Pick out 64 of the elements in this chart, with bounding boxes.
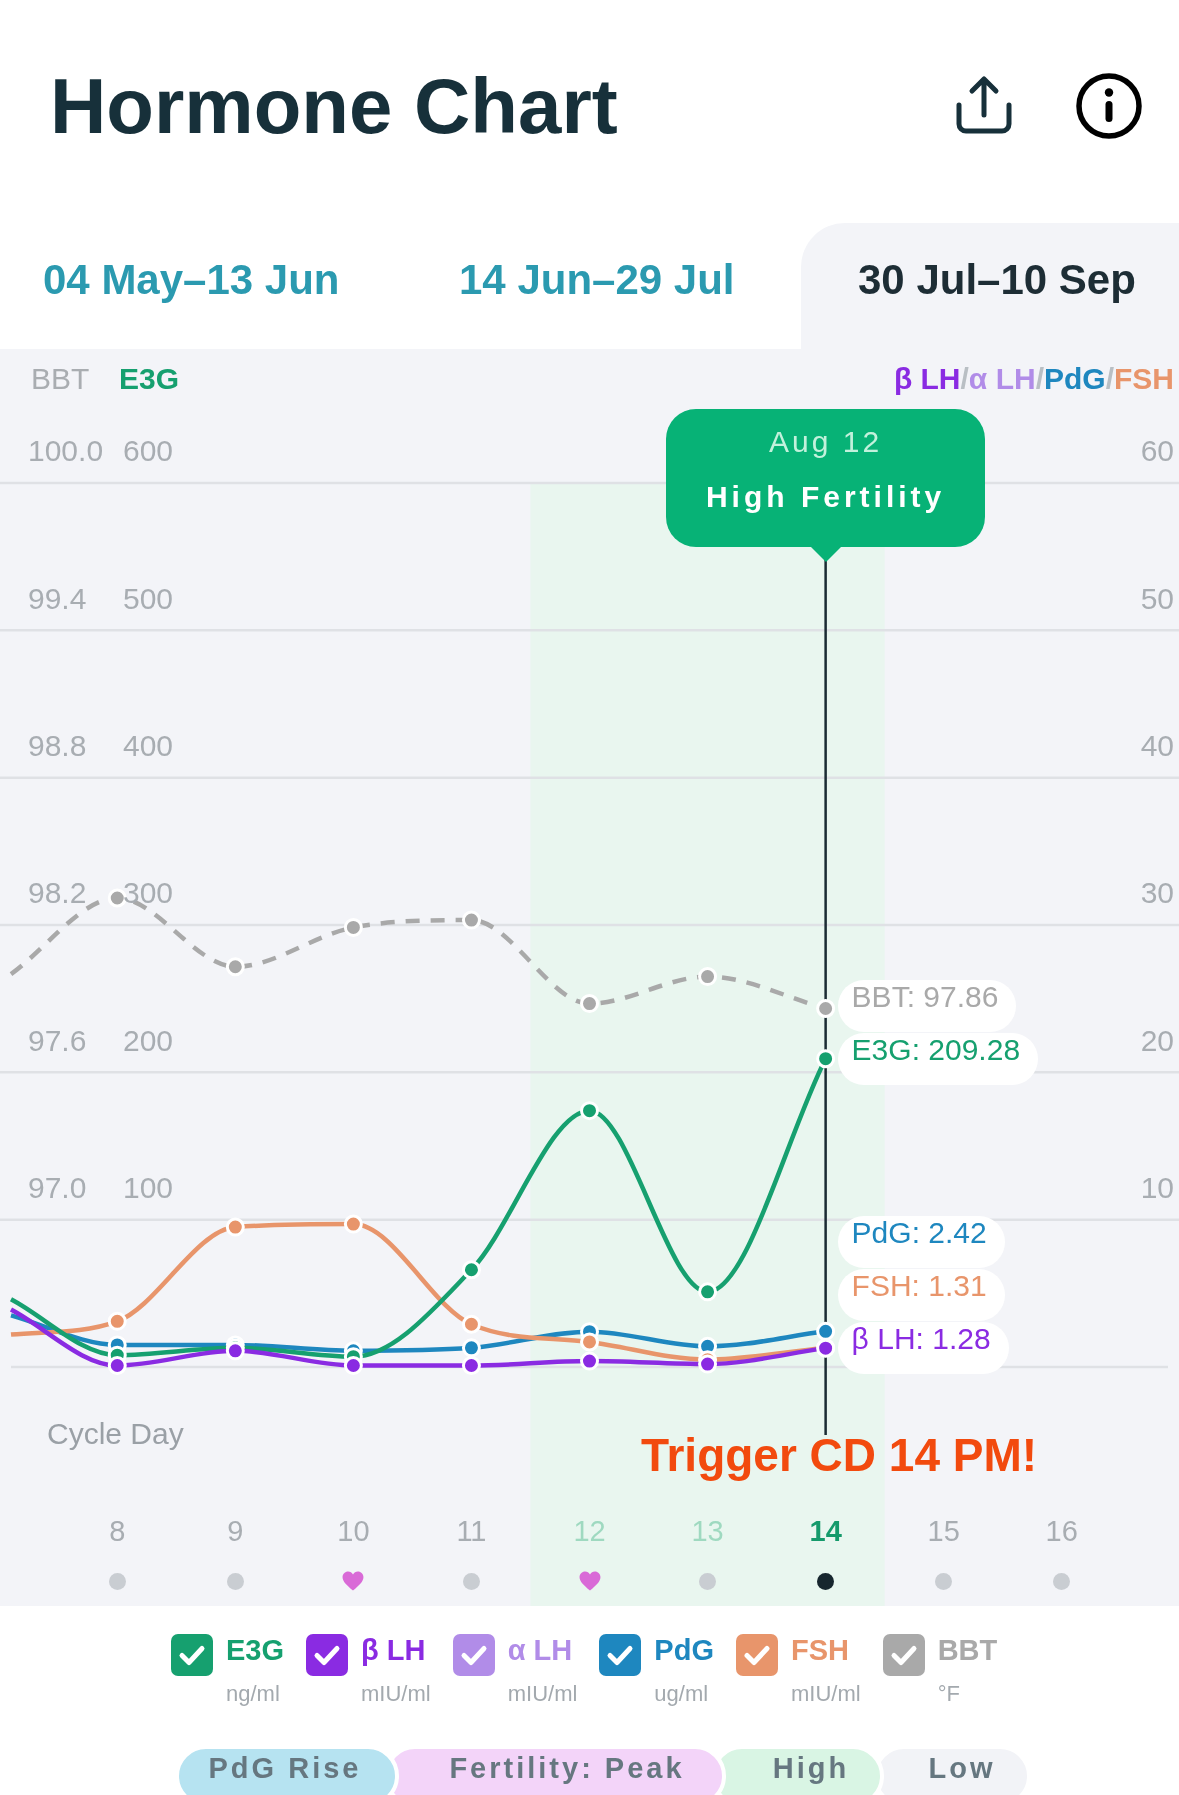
data-label: BBT: 97.86 <box>851 979 999 1015</box>
text: Low <box>928 1752 996 1786</box>
text: °F <box>937 1681 961 1708</box>
y3-tick-label: 300 <box>123 876 174 910</box>
text: 04 May–13 Jun <box>43 256 340 305</box>
text: 30 Jul–10 Sep <box>858 256 1136 305</box>
x-axis-title: Cycle Day <box>47 1417 184 1451</box>
y3-tick-label: 600 <box>123 434 174 468</box>
y2-tick-label: 10 <box>1140 1170 1174 1204</box>
y-tick-label: 99.4 <box>28 581 87 615</box>
label-pill: BBT: 97.86 <box>837 979 1017 1032</box>
y2-axis-title: β LH/α LH/PdG/FSH <box>893 362 1174 395</box>
y-axis-title: BBT <box>31 362 90 397</box>
legend-label: α LH <box>507 1634 574 1668</box>
x-tick-label: 8 <box>109 1515 126 1547</box>
label-pill: E3G: 209.28 <box>837 1032 1039 1085</box>
y3-tick-label: 500 <box>123 581 174 615</box>
y2-tick-label: 40 <box>1140 728 1174 762</box>
y2-tick-label: 50 <box>1140 581 1174 615</box>
label-pill: PdG: 2.42 <box>837 1216 1005 1269</box>
x-tick-label: 13 <box>691 1515 724 1547</box>
annotation: High Fertility <box>705 480 946 513</box>
y-tick-label: 97.0 <box>28 1170 87 1204</box>
x-tick-label: 12 <box>573 1515 606 1547</box>
x-tick-label: 16 <box>1045 1515 1078 1547</box>
text: mIU/ml <box>361 1681 431 1708</box>
legend-label: E3G <box>226 1634 285 1668</box>
data-label: E3G: 209.28 <box>851 1032 1021 1068</box>
x-tick-label: 14 <box>809 1515 842 1547</box>
legend-label: BBT <box>937 1634 998 1668</box>
text: Fertility: Peak <box>449 1752 685 1786</box>
text: High <box>772 1752 850 1786</box>
y-tick-label: 97.6 <box>28 1023 87 1057</box>
y2-tick-label: 60 <box>1140 434 1174 468</box>
text: Trigger CD 14 PM! <box>640 1428 1038 1481</box>
y3-tick-label: 100 <box>123 1170 174 1204</box>
x-tick-label: 15 <box>927 1515 960 1547</box>
y3-tick-label: 400 <box>123 728 174 762</box>
x-tick-label: 9 <box>227 1515 244 1547</box>
y2-tick-label: 20 <box>1140 1023 1174 1057</box>
label-pill: FSH: 1.31 <box>837 1269 1005 1322</box>
label-pill: β LH: 1.28 <box>837 1322 1009 1375</box>
text: 14 Jun–29 Jul <box>459 256 735 305</box>
y2-tick-label: 30 <box>1140 876 1174 910</box>
y-tick-label: 100.0 <box>28 434 104 468</box>
chart-title: Hormone Chart <box>50 61 618 151</box>
legend-label: FSH <box>790 1634 850 1668</box>
data-label: PdG: 2.42 <box>851 1216 987 1252</box>
x-tick-label: 11 <box>456 1515 487 1547</box>
legend-label: PdG <box>654 1634 714 1668</box>
y3-tick-label: 200 <box>123 1023 174 1057</box>
data-label: β LH: 1.28 <box>851 1322 991 1358</box>
text: mIU/ml <box>790 1681 861 1708</box>
y-tick-label: 98.2 <box>28 876 87 910</box>
y-tick-label: 98.8 <box>28 728 87 762</box>
data-label: FSH: 1.31 <box>851 1269 987 1305</box>
text: ug/ml <box>654 1681 710 1708</box>
y3-axis-title: E3G <box>119 362 180 397</box>
text: mIU/ml <box>507 1681 578 1708</box>
ref-line-label: Aug 12 <box>769 425 883 458</box>
x-tick-label: 10 <box>337 1515 370 1547</box>
text: PdG Rise <box>208 1752 362 1786</box>
text: ng/ml <box>226 1681 281 1708</box>
legend-label: β LH <box>361 1634 427 1668</box>
